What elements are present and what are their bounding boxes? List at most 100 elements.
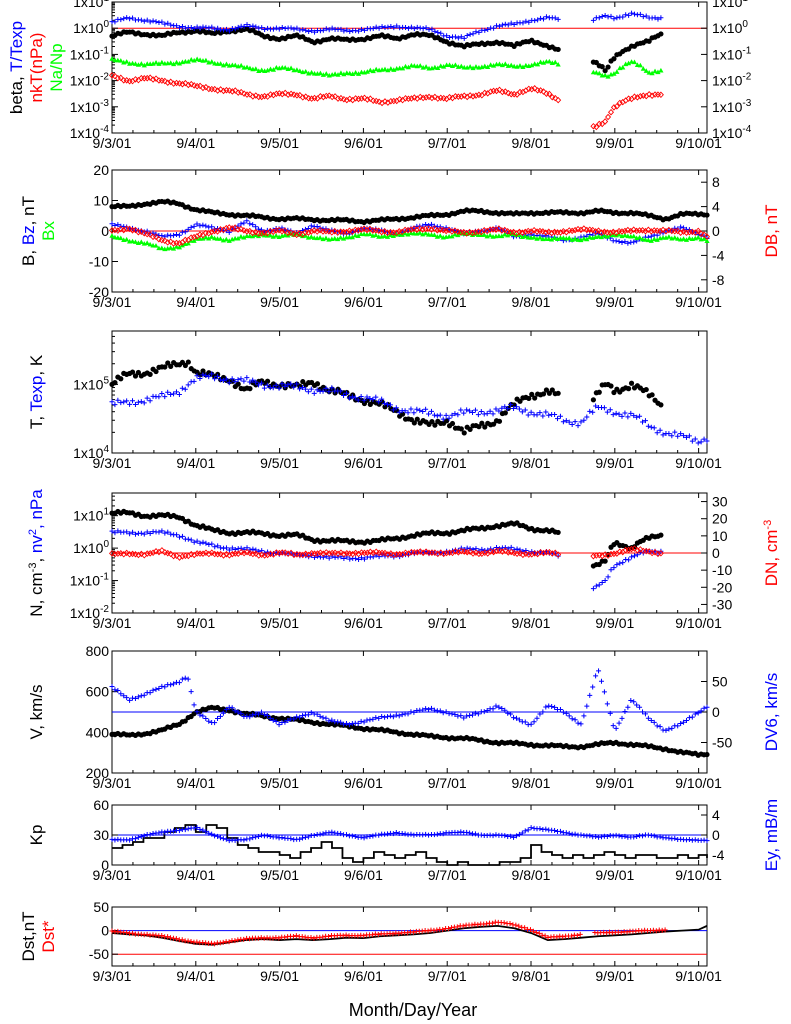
temperature-series-blue-point [604,409,610,415]
beta-series-blue-point [388,24,394,30]
temperature-series-blue-point [138,399,144,405]
temperature-series-blue-point [217,377,223,383]
beta-series-red-point [246,91,253,98]
magnetic_field-series-red-point [621,227,628,235]
temperature-series-blue-point [276,385,282,391]
density-series-blue-point [629,554,635,560]
temperature-series-blue-point [496,408,502,414]
velocity-series-blue-point [346,722,352,728]
beta-series-blue-point [150,18,156,24]
beta-series-blue-point [476,29,482,35]
beta-series-black-point [555,46,561,53]
magnetic_field-series-green-point [124,236,130,242]
magnetic_field-series-red-point [492,226,499,233]
dst-series-red-point [165,934,171,940]
magnetic_field-series-green-point [560,235,566,240]
magnetic_field-series-red-point [164,239,171,246]
magnetic_field-series-green-point [367,231,373,236]
beta-series-green-point [626,60,632,66]
magnetic_field-series-red-point [686,228,693,236]
beta-series-green-point [537,59,544,65]
density-right-y-tick-label: 30 [712,494,728,510]
magnetic_field-y-axis-title-1-part-0: B, [19,245,38,266]
magnetic_field-series-green-point [349,234,355,240]
temperature-series-blue-point [361,397,367,403]
velocity-series-blue-point [215,715,221,721]
temperature-series-blue-point [402,408,408,414]
magnetic_field-series-green-point [598,234,605,240]
kp-series-blue-point [258,832,264,838]
kp-y-axis-title-1-part-0: Kp [27,825,46,846]
kp-series-blue-point [320,831,326,837]
density-series-red-point [249,550,256,558]
beta-series-blue-point [473,29,479,35]
beta-series-red-point [335,95,342,102]
dst-series-red-point [636,927,642,933]
magnetic_field-x-tick-label: 9/9/01 [595,294,634,310]
kp-series-blue-point [317,831,323,837]
dst-series-red-point [326,933,332,939]
beta-series-blue-point [212,26,218,32]
dst-series-red-point [545,935,551,941]
magnetic_field-series-red-point [539,228,546,235]
temperature-series-blue-point [513,404,519,410]
temperature-series-blue-point [546,412,552,418]
magnetic_field-series-red-point [618,228,626,235]
magnetic_field-right-y-axis-title-part-0: DB, nT [762,205,781,258]
velocity-series-blue-point [502,707,508,713]
beta-series-blue-point [244,22,250,28]
beta-series-blue-point [223,26,229,32]
magnetic_field-series-blue-point [241,220,247,226]
velocity-series-blue-point [572,717,578,723]
temperature-series-blue-point [601,405,607,411]
dst-y-tick-label: -50 [89,946,109,962]
magnetic_field-series-green-point [147,241,153,247]
kp-y-tick-label: 0 [101,857,109,873]
density-right-y-tick-label: 0 [712,545,720,561]
beta-series-green-point [614,69,620,74]
velocity-series-blue-point [270,717,276,723]
density-series-red-point [290,551,298,559]
velocity-series-blue-point [575,720,581,726]
temperature-series-black-point [458,426,464,432]
dst-x-tick-label: 9/9/01 [595,968,634,984]
beta-series-green-point [350,71,356,76]
magnetic_field-y-axis-title-1-part-1: Bz [19,225,38,245]
dst-y-axis-title-2-part-0: Dst* [39,920,58,953]
density-series-red-point [314,550,321,557]
beta-series-green-point [552,59,558,65]
dst-plot-frame [111,906,708,967]
kp-series-blue-point [604,833,610,839]
temperature-series-blue-point [642,418,648,424]
temperature-series-blue-point [258,380,264,386]
kp-series-blue-point [358,834,364,840]
temperature-y-axis-title-1-part-2: , K [27,354,46,375]
dst-series-red-point [211,941,217,947]
kp-series-blue-point [361,835,367,841]
kp-series-blue-point [672,835,678,841]
velocity-series-blue-point [179,676,185,682]
velocity-series-blue-point [217,713,223,719]
temperature-series-blue-point [686,433,692,439]
beta-series-blue-point [652,15,658,21]
magnetic_field-series-green-point [683,237,690,242]
temperature-series-blue-point [294,381,300,387]
kp-series-blue-point [135,834,141,840]
magnetic_field-y-tick-label: 10 [93,193,109,209]
density-series-blue-point [496,546,502,552]
beta-series-red-point [649,92,656,100]
beta-series-red-point [531,85,538,92]
temperature-series-black-point [264,378,271,384]
density-series-blue-point [226,547,232,553]
beta-series-green-point [605,73,611,79]
beta-series-red-point [153,75,160,82]
beta-series-blue-point [356,28,362,34]
beta-series-red-point [111,72,118,80]
velocity-series-blue-point [657,724,663,730]
density-series-red-point [302,550,309,558]
magnetic_field-series-red-point [305,229,312,236]
magnetic_field-series-blue-point [622,239,628,245]
beta-series-blue-point [394,23,400,29]
temperature-series-blue-point [203,372,209,378]
beta-series-red-point [167,78,174,86]
